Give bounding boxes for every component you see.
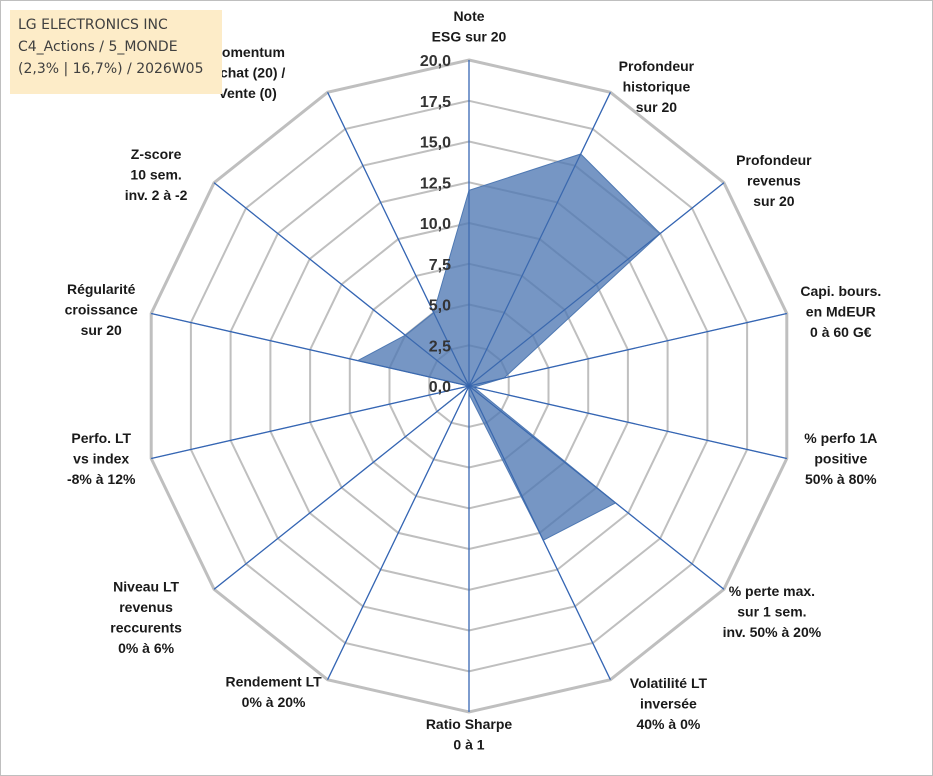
axis-spoke-overlay: [468, 385, 725, 590]
tick-label: 20,0: [420, 53, 451, 70]
axis-label-line: sur 1 sem.: [737, 603, 806, 619]
axis-label-line: sur 20: [753, 193, 794, 209]
axis-label-line: croissance: [65, 302, 138, 318]
axis-label-line: Ratio Sharpe: [426, 716, 513, 732]
axis-label-line: positive: [814, 451, 867, 467]
tick-label: 15,0: [420, 135, 451, 152]
axis-spoke-overlay: [213, 385, 470, 590]
tick-label: 17,5: [420, 94, 451, 111]
axis-spoke-overlay: [468, 313, 787, 387]
tick-label: 12,5: [420, 175, 451, 192]
company-name: LG ELECTRONICS INC: [18, 17, 168, 33]
axis-label-line: sur 20: [81, 322, 122, 338]
axis-label-line: Profondeur: [736, 152, 812, 168]
axis-label-line: historique: [623, 78, 691, 94]
tick-label: 10,0: [420, 216, 451, 233]
category-label: C4_Actions / 5_MONDE: [18, 39, 178, 55]
tick-label: 7,5: [429, 257, 451, 274]
axis-label-line: vs index: [73, 451, 129, 467]
info-box: LG ELECTRONICS INC C4_Actions / 5_MONDE …: [10, 10, 222, 94]
series-layer: [151, 60, 787, 712]
axis-label-line: Capi. bours.: [800, 283, 881, 299]
data-series-area: [356, 153, 661, 541]
axis-label-line: inv. 50% à 20%: [723, 624, 822, 640]
axis-label: Régularité croissance sur 20: [65, 281, 138, 338]
axis-label-line: inversée: [640, 696, 697, 712]
axis-label-line: Momentum: [210, 44, 285, 60]
axis-label: Momentum Achat (20) / Vente (0): [210, 44, 286, 101]
axis-label-line: reccurents: [110, 620, 182, 636]
axis-label-line: sur 20: [636, 99, 677, 115]
axis-label: Rendement LT 0% à 20%: [225, 674, 322, 711]
axis-label-line: Profondeur: [619, 58, 695, 74]
axis-label-line: 0% à 6%: [118, 640, 175, 656]
axis-spoke-overlay: [327, 385, 470, 680]
axis-label-line: Volatilité LT: [630, 675, 708, 691]
axis-spoke-overlay: [468, 385, 787, 459]
axis-label-line: % perte max.: [729, 583, 815, 599]
axis-label-line: Niveau LT: [113, 579, 179, 595]
axis-label: Note ESG sur 20: [432, 8, 507, 45]
axis-spoke-overlay: [468, 182, 725, 387]
axis-label: Z-score 10 sem. inv. 2 à -2: [125, 146, 188, 203]
axis-label: Niveau LT revenus reccurents 0% à 6%: [110, 579, 182, 657]
axis-label-line: Perfo. LT: [71, 430, 131, 446]
axis-label-line: 40% à 0%: [636, 716, 700, 732]
axis-label-line: en MdEUR: [806, 304, 876, 320]
axis-label: Perfo. LT vs index -8% à 12%: [67, 430, 136, 487]
axis-label-line: Achat (20) /: [210, 64, 286, 80]
axis-label-line: 10 sem.: [130, 167, 181, 183]
axis-label-line: inv. 2 à -2: [125, 187, 188, 203]
axis-label-line: % perfo 1A: [804, 430, 877, 446]
axis-label-line: revenus: [747, 173, 801, 189]
axis-label-line: 0 à 60 G€: [810, 324, 872, 340]
axis-spoke-overlay: [327, 92, 470, 387]
axis-label-line: Z-score: [131, 146, 182, 162]
axis-spoke-overlay: [468, 385, 611, 680]
axis-label-line: 0% à 20%: [242, 694, 306, 710]
axis-label-line: 0 à 1: [453, 736, 484, 752]
axis-label: Volatilité LT inversée 40% à 0%: [630, 675, 708, 732]
range-week-label: (2,3% | 16,7%) / 2026W05: [18, 61, 204, 77]
axis-spoke-overlay: [151, 313, 470, 387]
axis-spoke-overlay: [151, 385, 470, 459]
tick-label: 5,0: [429, 298, 451, 315]
axis-label: Profondeur historique sur 20: [619, 58, 695, 115]
axis-label-line: 50% à 80%: [805, 471, 877, 487]
axis-label-line: Régularité: [67, 281, 136, 297]
axis-label: Capi. bours. en MdEUR 0 à 60 G€: [800, 283, 881, 340]
axis-label: % perfo 1A positive 50% à 80%: [804, 430, 877, 487]
axis-label-line: Note: [453, 8, 484, 24]
axis-spoke-overlay: [468, 92, 611, 387]
axis-label-line: ESG sur 20: [432, 28, 507, 44]
axis-label-line: Vente (0): [218, 85, 276, 101]
tick-label: 0,0: [429, 379, 451, 396]
axis-label-line: revenus: [119, 599, 173, 615]
label-layer: Note ESG sur 20 Profondeur historique sur 20…: [65, 8, 882, 753]
axis-label: Ratio Sharpe 0 à 1: [426, 716, 513, 753]
axis-spoke-overlay: [213, 182, 470, 387]
axis-label: % perte max. sur 1 sem. inv. 50% à 20%: [723, 583, 822, 640]
axis-label-line: Rendement LT: [225, 674, 322, 690]
axis-label-line: -8% à 12%: [67, 471, 136, 487]
axis-label: Profondeur revenus sur 20: [736, 152, 812, 209]
tick-label: 2,5: [429, 338, 451, 355]
tick-layer: 0,0 2,5 5,0 7,5 10,0 12,5 15,0 17,5 20,0: [420, 53, 451, 396]
